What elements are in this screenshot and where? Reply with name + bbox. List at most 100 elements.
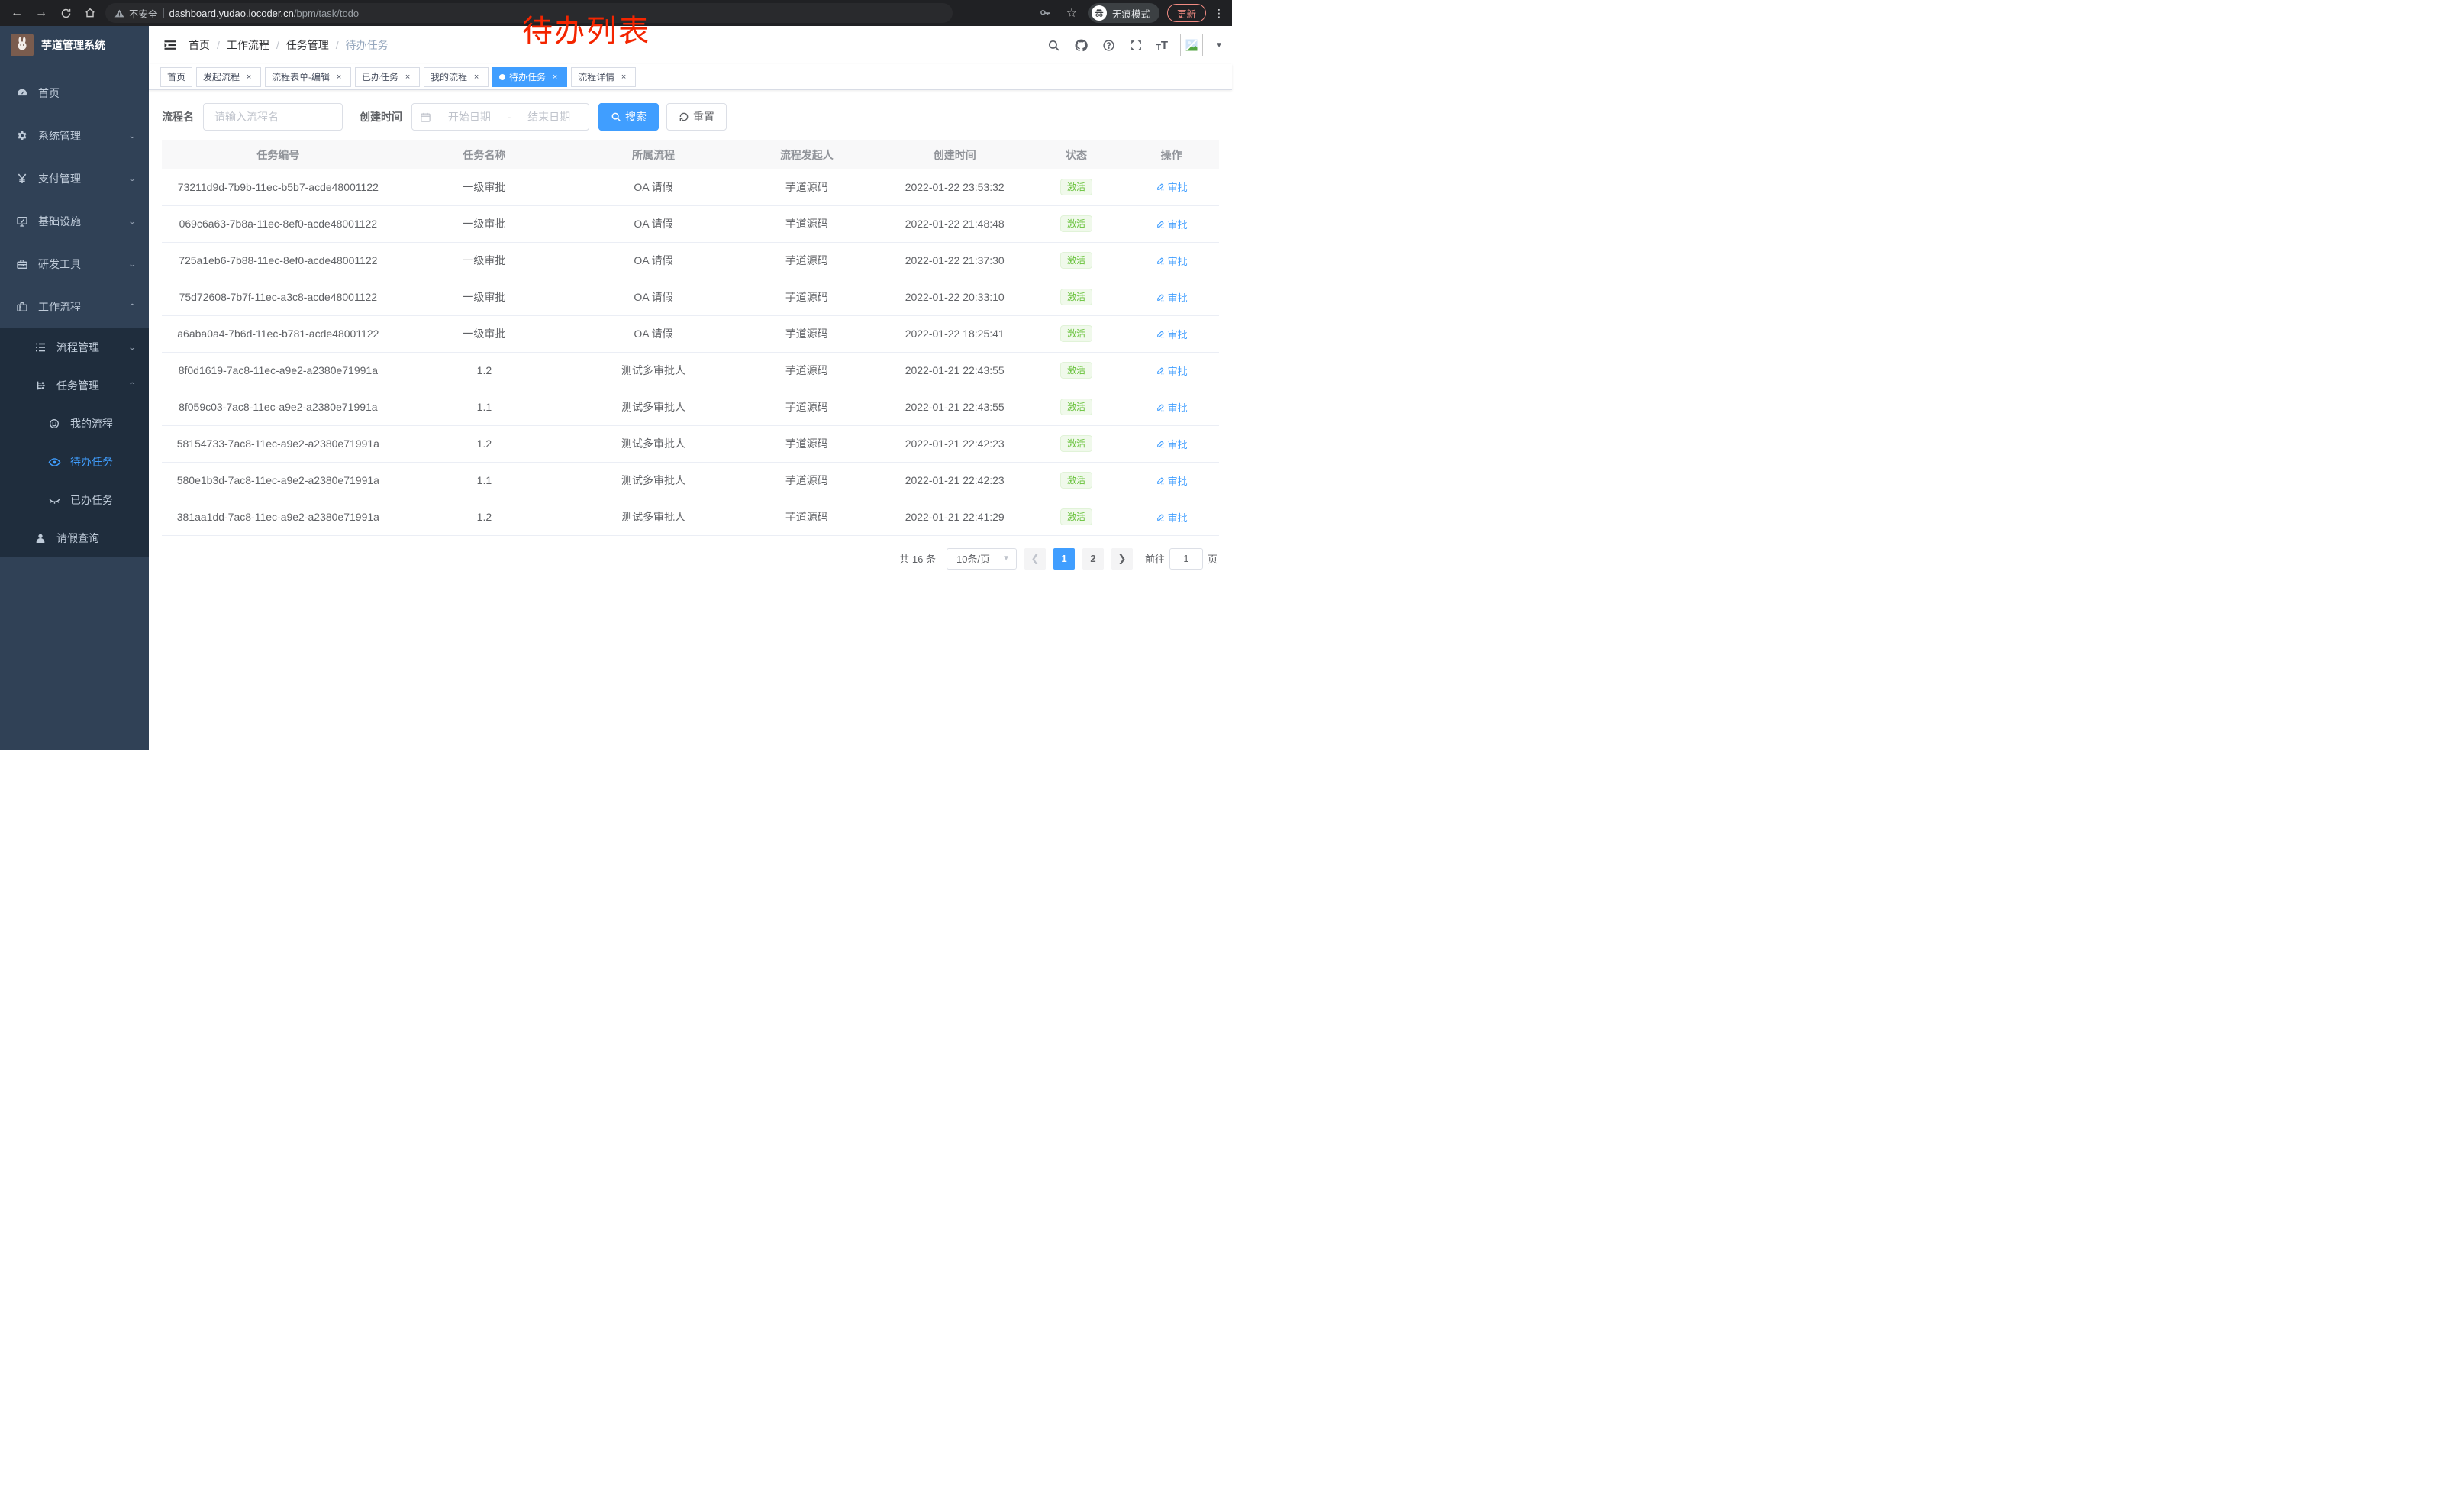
help-icon[interactable]	[1101, 37, 1117, 53]
cell-process: OA 请假	[574, 315, 733, 353]
approve-button[interactable]: 审批	[1156, 217, 1188, 231]
date-range-input[interactable]: 开始日期 - 结束日期	[411, 103, 589, 131]
tab-label: 我的流程	[431, 72, 468, 82]
page-button-2[interactable]: 2	[1082, 547, 1104, 570]
breadcrumb-task-mgmt[interactable]: 任务管理	[285, 39, 329, 51]
table-row: 73211d9d-7b9b-11ec-b5b7-acde48001122 一级审批…	[162, 169, 1219, 206]
sidebar-item-label: 首页	[38, 87, 60, 99]
close-icon[interactable]: ×	[336, 72, 342, 82]
approve-button[interactable]: 审批	[1156, 400, 1188, 415]
cell-action: 审批	[1124, 169, 1219, 206]
bookmark-star-icon[interactable]: ☆	[1066, 7, 1078, 20]
tab-6[interactable]: 待办任务 ×	[492, 66, 568, 87]
table-row: 58154733-7ac8-11ec-a9e2-a2380e71991a 1.2 测…	[162, 425, 1219, 463]
chrome-update-button[interactable]: 更新	[1166, 4, 1206, 22]
approve-button[interactable]: 审批	[1156, 179, 1188, 194]
breadcrumb: 首页 / 工作流程 / 任务管理 / 待办任务	[189, 39, 389, 51]
cell-status: 激活	[1028, 315, 1124, 353]
approve-button[interactable]: 审批	[1156, 253, 1188, 268]
close-icon[interactable]: ×	[473, 72, 479, 82]
goto-page-input[interactable]	[1169, 547, 1203, 570]
app-logo-row[interactable]: 芋道管理系统	[0, 26, 149, 64]
caret-down-icon[interactable]: ▼	[1215, 40, 1223, 50]
approve-button[interactable]: 审批	[1156, 363, 1188, 378]
sidebar-item-12[interactable]: 请假查询	[0, 519, 149, 557]
page-size-select[interactable]: 10条/页 ▼	[946, 547, 1017, 570]
breadcrumb-home[interactable]: 首页	[189, 39, 210, 51]
sidebar-item-7[interactable]: 流程管理 ⌄	[0, 328, 149, 366]
cell-name: 一级审批	[394, 279, 575, 316]
reset-button[interactable]: 重置	[666, 103, 727, 131]
close-icon[interactable]: ×	[621, 72, 627, 82]
approve-button[interactable]: 审批	[1156, 510, 1188, 525]
search-icon[interactable]	[1047, 37, 1062, 53]
sidebar-menu: 首页系统管理 ⌄ 支付管理 ⌄ 基础设施 ⌄ 研发工具 ⌄ 工作流程 ⌃ 流程管理 ⌄ 任务管理 ⌃ 我的流…	[0, 72, 149, 557]
browser-menu-icon[interactable]: ⋮	[1214, 6, 1224, 19]
prev-page-button[interactable]: ❮	[1024, 547, 1046, 570]
tab-3[interactable]: 流程表单-编辑 ×	[265, 66, 352, 87]
fullscreen-icon[interactable]	[1129, 37, 1144, 53]
sidebar-item-10[interactable]: 待办任务	[0, 443, 149, 481]
cell-id: 58154733-7ac8-11ec-a9e2-a2380e71991a	[162, 425, 395, 463]
approve-button[interactable]: 审批	[1156, 473, 1188, 488]
next-page-button[interactable]: ❯	[1111, 547, 1133, 570]
browser-reload-button[interactable]	[56, 4, 75, 22]
tab-4[interactable]: 已办任务 ×	[355, 66, 421, 87]
sidebar-item-8[interactable]: 任务管理 ⌃	[0, 366, 149, 405]
toolbox-icon	[15, 258, 29, 270]
tab-7[interactable]: 流程详情 ×	[571, 66, 637, 87]
cell-process: OA 请假	[574, 169, 733, 206]
close-icon[interactable]: ×	[405, 72, 411, 82]
tab-5[interactable]: 我的流程 ×	[424, 66, 489, 87]
sidebar-item-3[interactable]: 支付管理 ⌄	[0, 157, 149, 200]
cell-id: 725a1eb6-7b88-11ec-8ef0-acde48001122	[162, 242, 395, 279]
sidebar-item-11[interactable]: 已办任务	[0, 481, 149, 519]
sidebar-item-6[interactable]: 工作流程 ⌃	[0, 286, 149, 328]
table-row: 069c6a63-7b8a-11ec-8ef0-acde48001122 一级审批…	[162, 205, 1219, 243]
search-button[interactable]: 搜索	[598, 103, 659, 131]
github-icon[interactable]	[1074, 37, 1089, 53]
sidebar-item-4[interactable]: 基础设施 ⌄	[0, 200, 149, 243]
avatar[interactable]	[1180, 34, 1204, 56]
chevron-down-icon: ⌄	[127, 174, 137, 183]
sidebar-item-1[interactable]: 首页	[0, 72, 149, 115]
cell-action: 审批	[1124, 389, 1219, 426]
edit-icon	[1156, 256, 1166, 266]
close-icon[interactable]: ×	[246, 72, 252, 82]
sidebar-collapse-icon[interactable]	[163, 37, 179, 53]
sidebar-item-label: 请假查询	[56, 532, 99, 544]
edit-icon	[1156, 476, 1166, 486]
sidebar-item-2[interactable]: 系统管理 ⌄	[0, 115, 149, 157]
breadcrumb-workflow[interactable]: 工作流程	[226, 39, 269, 51]
browser-back-button[interactable]: ←	[11, 6, 23, 19]
address-bar[interactable]: 不安全 dashboard.yudao.iocoder.cn/bpm/task/…	[105, 3, 953, 23]
browser-forward-button[interactable]: →	[35, 6, 47, 19]
sidebar-item-9[interactable]: 我的流程	[0, 405, 149, 443]
tab-2[interactable]: 发起流程 ×	[196, 66, 262, 87]
close-icon[interactable]: ×	[552, 72, 558, 82]
process-name-input[interactable]	[203, 103, 343, 131]
chevron-down-icon: ⌄	[127, 260, 137, 269]
approve-button[interactable]: 审批	[1156, 327, 1188, 341]
password-key-icon[interactable]	[1037, 4, 1055, 22]
tab-1[interactable]: 首页	[160, 66, 193, 87]
cell-status: 激活	[1028, 462, 1124, 499]
browser-home-button[interactable]	[81, 4, 99, 22]
sidebar-item-5[interactable]: 研发工具 ⌄	[0, 243, 149, 286]
chevron-down-icon: ▼	[1002, 554, 1010, 563]
cell-id: 8f059c03-7ac8-11ec-a9e2-a2380e71991a	[162, 389, 395, 426]
approve-button[interactable]: 审批	[1156, 290, 1188, 305]
cell-name: 一级审批	[394, 205, 575, 243]
cell-name: 一级审批	[394, 315, 575, 353]
tab-label: 待办任务	[509, 72, 547, 82]
filter-name-label: 流程名	[162, 111, 194, 123]
approve-button[interactable]: 审批	[1156, 437, 1188, 451]
page-button-1[interactable]: 1	[1053, 547, 1075, 570]
cell-action: 审批	[1124, 279, 1219, 316]
cell-starter: 芋道源码	[732, 205, 881, 243]
cell-starter: 芋道源码	[732, 169, 881, 206]
cell-created: 2022-01-22 20:33:10	[880, 279, 1029, 316]
incognito-label: 无痕模式	[1111, 8, 1150, 20]
table-row: 75d72608-7b7f-11ec-a3c8-acde48001122 一级审批…	[162, 279, 1219, 316]
